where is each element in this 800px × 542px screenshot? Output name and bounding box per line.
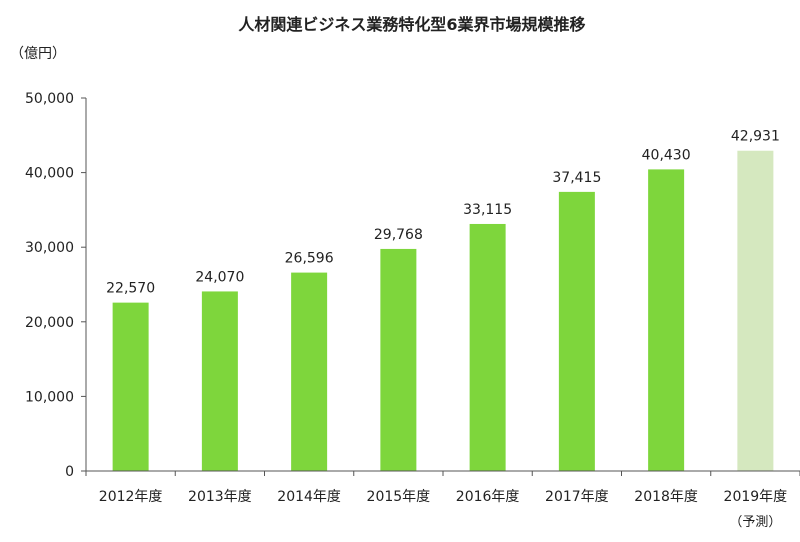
data-label: 24,070 — [195, 269, 244, 285]
y-tick-label: 0 — [65, 464, 74, 480]
data-label: 33,115 — [463, 202, 512, 218]
y-tick-label: 50,000 — [25, 91, 74, 107]
bar-2014年度 — [291, 272, 328, 471]
x-tick-label: 2017年度 — [545, 489, 609, 505]
data-label: 29,768 — [374, 227, 423, 243]
y-axis-ticks: 0 10,000 20,000 30,000 40,000 50,000 — [25, 91, 86, 480]
data-label: 22,570 — [106, 281, 155, 297]
x-axis-ticks: 2012年度 2013年度 2014年度 2015年度 2016年度 2017年度 2018… — [85, 471, 800, 505]
data-label: 40,430 — [642, 147, 691, 163]
bar-2018年度 — [648, 169, 685, 471]
bar-2016年度 — [469, 223, 506, 471]
x-tick-label: 2019年度 — [724, 489, 788, 505]
data-label: 42,931 — [731, 129, 780, 145]
x-tick-label: 2013年度 — [188, 489, 252, 505]
y-axis-unit: （億円） — [10, 46, 66, 62]
y-tick-label: 20,000 — [25, 315, 74, 331]
bar-2017年度 — [558, 191, 595, 471]
bar-2019年度 — [737, 150, 774, 471]
bar-2012年度 — [112, 302, 149, 471]
chart-title: 人材関連ビジネス業務特化型6業界市場規模推移 — [238, 15, 585, 34]
x-tick-label: 2012年度 — [99, 489, 163, 505]
bars — [112, 150, 774, 471]
y-tick-label: 40,000 — [25, 166, 74, 182]
data-label: 37,415 — [552, 170, 601, 186]
y-tick-label: 10,000 — [25, 389, 74, 405]
bar-2013年度 — [201, 291, 238, 471]
forecast-note: （予測） — [729, 515, 781, 530]
x-tick-label: 2015年度 — [367, 489, 431, 505]
x-tick-label: 2016年度 — [456, 489, 520, 505]
data-label: 26,596 — [285, 251, 334, 267]
bar-2015年度 — [380, 248, 417, 471]
y-tick-label: 30,000 — [25, 240, 74, 256]
data-labels: 22,570 24,070 26,596 29,768 33,115 37,415 40,4… — [106, 129, 780, 297]
x-tick-label: 2014年度 — [277, 489, 341, 505]
x-tick-label: 2018年度 — [634, 489, 698, 505]
